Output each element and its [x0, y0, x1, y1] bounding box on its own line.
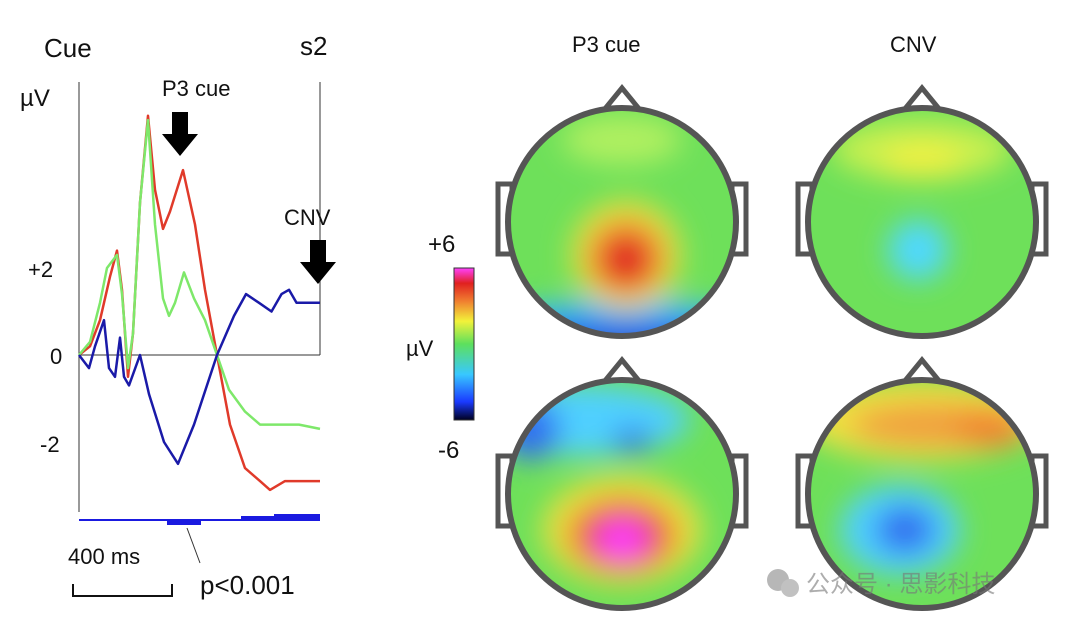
ytick-label: +2: [28, 257, 53, 282]
nose-icon: [902, 84, 942, 112]
significance-bar: [79, 514, 320, 525]
topographic-map: [495, 356, 749, 611]
erp-series-line: [78, 114, 320, 492]
y-axis-label: µV: [20, 85, 50, 112]
column-title-cnv: CNV: [890, 32, 937, 57]
watermark-text: 公众号 · 思影科技: [806, 571, 995, 598]
erp-series-line: [78, 288, 320, 466]
chart-title: Cue: [44, 33, 92, 63]
ytick-label: 0: [50, 344, 62, 369]
scale-bar: [72, 584, 173, 597]
head-outline: [805, 377, 1039, 611]
topographic-map: [795, 84, 1049, 339]
colorbar-min: -6: [438, 437, 459, 464]
pointer-line: [186, 527, 201, 564]
watermark: 公众号 · 思影科技: [767, 569, 995, 598]
colorbar-max: +6: [428, 231, 455, 258]
arrow-down-icon: [300, 240, 336, 284]
ytick-label: -2: [40, 432, 60, 457]
nose-icon: [602, 84, 642, 112]
cnv-annotation: CNV: [284, 205, 331, 230]
nose-icon: [902, 356, 942, 384]
significance-label: p<0.001: [200, 570, 295, 600]
erp-series-line: [78, 118, 321, 431]
p3-annotation: P3 cue: [162, 76, 231, 101]
nose-icon: [602, 356, 642, 384]
arrow-down-icon: [162, 112, 198, 156]
scale-bar-label: 400 ms: [68, 544, 140, 569]
head-outline: [805, 105, 1039, 339]
topographic-map: [495, 84, 749, 339]
s2-label: s2: [300, 31, 327, 61]
topographic-map: [795, 356, 1049, 611]
head-outline: [505, 377, 739, 611]
head-outline: [505, 105, 739, 339]
colorbar: +6 µV -6: [406, 231, 475, 464]
colorbar-unit: µV: [406, 336, 434, 361]
column-title-p3: P3 cue: [572, 32, 641, 57]
erp-plot: Cue s2 µV +2 0 -2 P3 cue CNV 400 ms p<0.…: [20, 31, 336, 600]
